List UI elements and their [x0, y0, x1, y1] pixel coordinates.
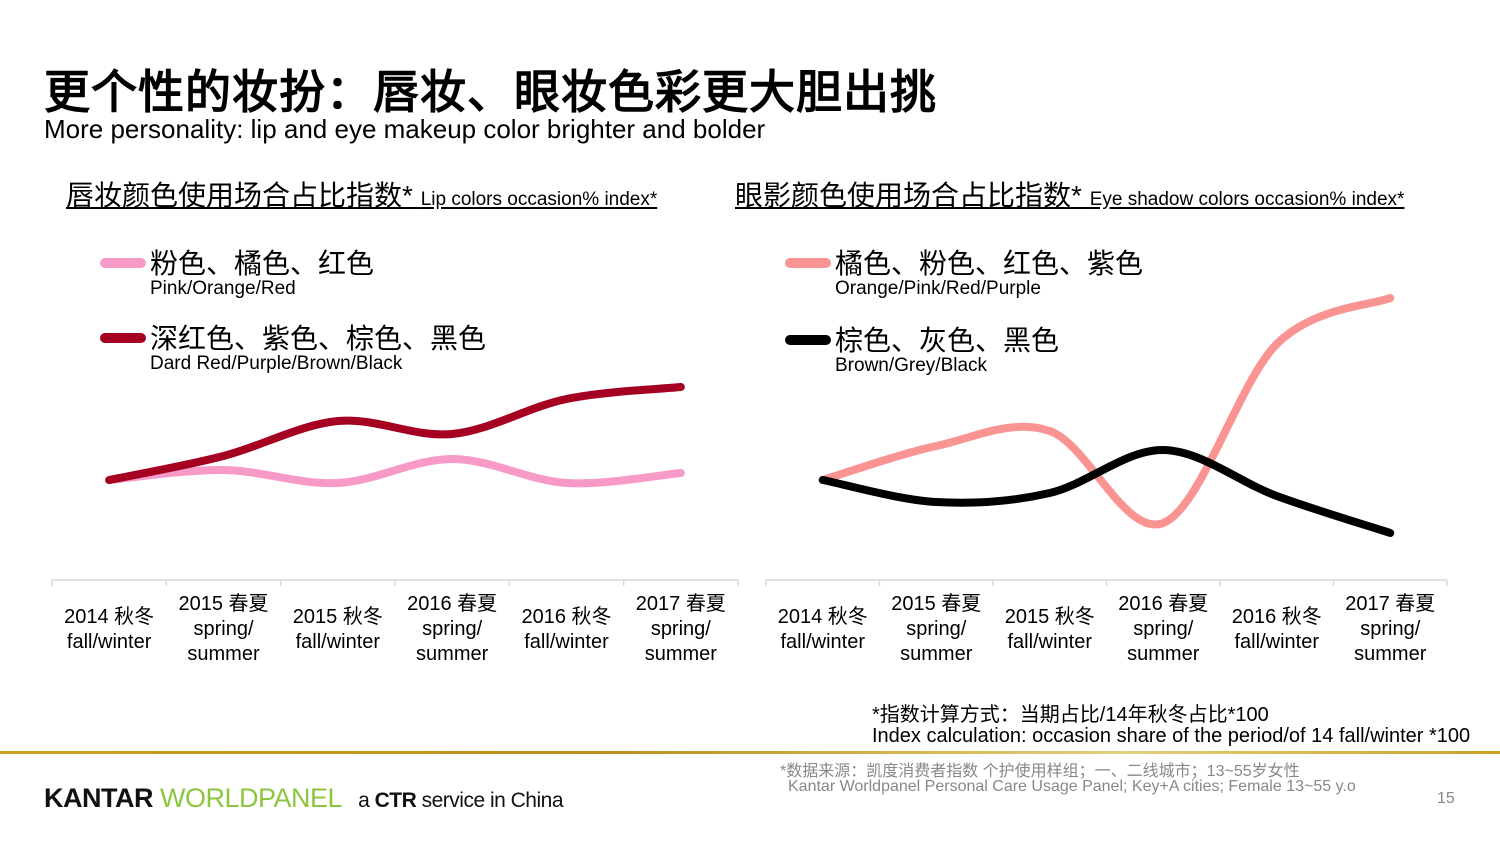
x-tick-label: 2015 秋冬 fall/winter	[281, 605, 395, 655]
kantar-worldpanel-logo: KANTAR WORLDPANEL a CTR service in China	[44, 783, 564, 814]
x-tick-label-line: spring/	[193, 618, 254, 640]
x-tick-label-line: spring/	[650, 618, 711, 640]
page-title: 更个性的妆扮：唇妆、眼妆色彩更大胆出挑	[44, 66, 937, 118]
x-tick-label: 2016 春夏 spring/summer	[1106, 592, 1220, 667]
x-tick-label-line: summer	[187, 643, 260, 665]
legend-label-en: Pink/Orange/Red	[150, 278, 296, 299]
x-tick-label-line: fall/winter	[295, 631, 381, 653]
eyeshadow-chart-plot	[765, 294, 1448, 586]
legend-swatch	[785, 258, 831, 268]
logo-worldpanel: WORLDPANEL	[160, 783, 342, 813]
series-line-0-0	[105, 454, 685, 488]
logo-tagline: a CTR service in China	[358, 789, 563, 812]
x-tick-label-line: fall/winter	[524, 631, 609, 653]
x-tick-label: 2017 春夏 spring/summer	[1333, 592, 1447, 667]
x-tick-label-line: summer	[900, 643, 973, 665]
x-tick-label-line: 2014 秋冬	[777, 606, 868, 628]
legend-swatch	[100, 333, 146, 343]
x-tick-label-line: 2017 春夏	[635, 593, 726, 615]
x-tick-label-line: 2015 春夏	[178, 593, 269, 615]
series-line-1-1	[818, 445, 1395, 537]
x-tick-label: 2016 秋冬 fall/winter	[1220, 605, 1334, 655]
x-tick-label-line: 2016 秋冬	[1231, 606, 1322, 628]
tagline-a: a	[358, 789, 370, 812]
eyeshadow-chart-title-en: Eye shadow colors occasion% index*	[1089, 189, 1405, 210]
page-subtitle: More personality: lip and eye makeup col…	[44, 114, 766, 144]
x-tick-label-line: 2015 春夏	[891, 593, 982, 615]
x-tick-label-line: summer	[644, 643, 717, 665]
tagline-ctr: CTR	[374, 789, 417, 812]
x-tick-label-line: 2015 秋冬	[1004, 606, 1095, 628]
index-note-zh: *指数计算方式：当期占比/14年秋冬占比*100	[872, 704, 1269, 726]
x-tick-label-line: 2016 秋冬	[521, 606, 612, 628]
x-tick-label-line: fall/winter	[1234, 631, 1319, 653]
series-line-0-1	[105, 383, 685, 484]
x-tick-label-line: summer	[416, 643, 489, 665]
index-note-en: Index calculation: occasion share of the…	[872, 725, 1471, 747]
legend-label-en: Orange/Pink/Red/Purple	[835, 278, 1041, 299]
x-tick-label-line: 2016 春夏	[1118, 593, 1209, 615]
source-note-en: Kantar Worldpanel Personal Care Usage Pa…	[788, 778, 1356, 795]
x-tick-label-line: summer	[1354, 643, 1427, 665]
legend-swatch	[785, 335, 831, 345]
x-tick-label-line: 2014 秋冬	[64, 606, 155, 628]
eyeshadow-chart-title: 眼影颜色使用场合占比指数* Eye shadow colors occasion…	[735, 174, 1404, 214]
x-tick-label: 2014 秋冬 fall/winter	[52, 605, 166, 655]
lip-chart-title: 唇妆颜色使用场合占比指数* Lip colors occasion% index…	[66, 174, 657, 214]
x-tick-label-line: 2017 春夏	[1345, 593, 1436, 615]
footer-divider	[0, 751, 1500, 754]
series-line-1-0	[818, 294, 1395, 529]
x-tick-label-line: fall/winter	[780, 631, 865, 653]
tagline-rest: service in China	[421, 789, 564, 812]
x-tick-label: 2017 春夏 spring/summer	[624, 592, 738, 667]
x-tick-label-line: spring/	[422, 618, 483, 640]
x-tick-label-line: fall/winter	[1007, 631, 1092, 653]
x-tick-label: 2016 春夏 spring/summer	[395, 592, 509, 667]
x-tick-label: 2016 秋冬 fall/winter	[510, 605, 624, 655]
legend-swatch	[100, 258, 146, 268]
legend-label-zh: 棕色、灰色、黑色	[835, 325, 1060, 356]
x-tick-label: 2015 春夏 spring/summer	[879, 592, 993, 667]
legend-label-en: Dard Red/Purple/Brown/Black	[150, 353, 403, 374]
x-tick-label-line: 2015 秋冬	[292, 606, 383, 628]
x-tick-label: 2014 秋冬 fall/winter	[766, 605, 880, 655]
x-tick-label-line: spring/	[906, 618, 967, 640]
source-note-zh: *数据来源：凯度消费者指数 个护使用样组；一、二线城市；13~55岁女性	[780, 763, 1300, 780]
legend-label-en: Brown/Grey/Black	[835, 355, 988, 376]
x-tick-label: 2015 秋冬 fall/winter	[993, 605, 1107, 655]
page-number: 15	[1437, 790, 1455, 807]
legend-label-zh: 深红色、紫色、棕色、黑色	[150, 323, 487, 354]
x-tick-label-line: fall/winter	[66, 631, 152, 653]
x-tick-label-line: spring/	[1360, 618, 1421, 640]
eyeshadow-chart-title-zh: 眼影颜色使用场合占比指数*	[735, 180, 1082, 211]
legend-label-zh: 橘色、粉色、红色、紫色	[835, 248, 1144, 279]
x-tick-label-line: 2016 春夏	[407, 593, 498, 615]
x-tick-label-line: spring/	[1133, 618, 1194, 640]
lip-chart-title-en: Lip colors occasion% index*	[420, 189, 658, 210]
lip-chart-title-zh: 唇妆颜色使用场合占比指数*	[66, 180, 413, 211]
lip-chart-plot	[51, 383, 739, 586]
x-tick-label-line: summer	[1127, 643, 1200, 665]
legend-label-zh: 粉色、橘色、红色	[150, 248, 375, 279]
logo-kantar: KANTAR	[44, 783, 153, 813]
x-tick-label: 2015 春夏 spring/summer	[167, 592, 281, 667]
